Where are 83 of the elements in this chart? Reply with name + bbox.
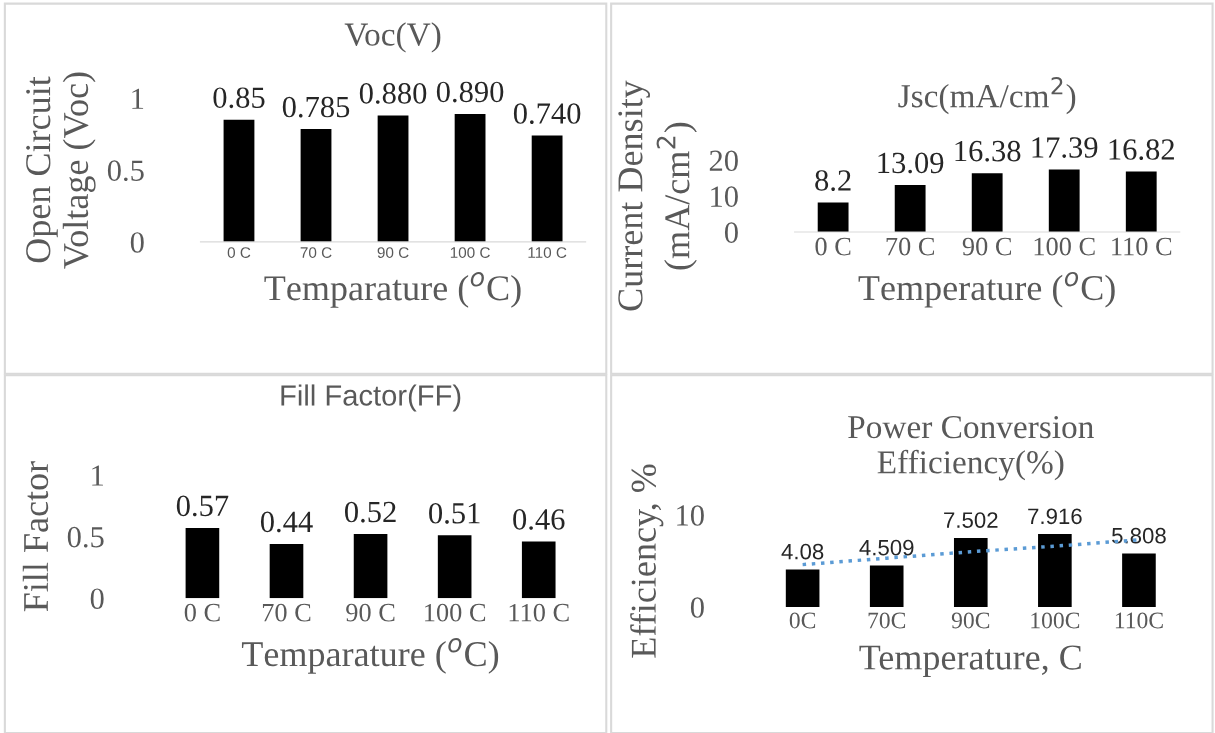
x-tick-label: 110 C <box>509 603 569 622</box>
x-tick-label: 110 C <box>1112 237 1172 256</box>
data-label: 0.44 <box>260 511 313 533</box>
data-label: 16.82 <box>1109 139 1174 160</box>
bar <box>269 543 304 599</box>
x-tick-label: 100 C <box>1034 237 1095 256</box>
bar <box>869 565 904 607</box>
x-axis-title: Temparature ($^{o}$C) <box>241 638 499 674</box>
bar <box>437 535 472 599</box>
x-tick-label: 100 C <box>450 247 490 258</box>
y-axis-title: Current Density (mA/cm$^{2}$) <box>618 80 697 311</box>
x-tick-label: 0 C <box>184 603 220 622</box>
x-tick-label: 0 C <box>815 237 851 256</box>
bar <box>185 527 220 599</box>
x-axis-title: Temperature ($^{o}$C) <box>858 271 1115 308</box>
y-tick-label: 0 <box>90 588 104 610</box>
x-tick-label: 0 C <box>227 247 251 258</box>
y-tick-label: 10 <box>677 505 704 526</box>
data-label: 0.740 <box>513 103 581 124</box>
x-tick-label: 110C <box>1115 612 1163 629</box>
y-tick-label: 0 <box>690 597 704 618</box>
data-label: 0.890 <box>436 81 504 103</box>
bar <box>894 184 926 232</box>
data-label: 0.785 <box>282 96 350 118</box>
bar <box>300 129 332 242</box>
data-label: 4.08 <box>781 543 824 560</box>
y-axis-title: Efficiency, % <box>630 464 664 658</box>
data-label: 7.502 <box>944 512 998 528</box>
bar <box>1048 169 1080 232</box>
y-tick-label: 1 <box>92 465 103 486</box>
y-tick-label: 0 <box>130 232 144 253</box>
data-label: 4.509 <box>859 539 914 556</box>
x-tick-label: 110 C <box>528 247 567 258</box>
data-label: 7.916 <box>1028 508 1082 525</box>
bar <box>953 537 988 607</box>
x-axis-title: Temparature ($^{o}$C) <box>264 272 521 308</box>
chart-title: Power Conversion Efficiency(%) <box>848 415 1094 481</box>
x-tick-label: 90 C <box>962 237 1012 256</box>
data-label: 0.57 <box>176 495 229 517</box>
x-tick-label: 70 C <box>886 237 934 256</box>
y-tick-label: 0.5 <box>107 160 144 182</box>
x-tick-label: 90 C <box>377 247 409 258</box>
bar <box>223 119 255 242</box>
y-tick-label: 20 <box>709 150 738 172</box>
data-label: 17.39 <box>1032 137 1098 158</box>
bar <box>785 569 820 607</box>
data-label: 0.880 <box>359 83 427 104</box>
bar <box>353 534 388 599</box>
data-label: 0.85 <box>213 87 265 109</box>
data-label: 8.2 <box>815 170 851 191</box>
data-label: 0.52 <box>345 501 396 523</box>
y-tick-label: 10 <box>711 186 738 207</box>
bar <box>531 135 563 242</box>
y-tick-label: 1 <box>132 88 144 109</box>
bar <box>454 114 486 242</box>
x-tick-label: 70 C <box>262 603 311 622</box>
x-axis-title: Temperature, C <box>859 645 1081 678</box>
x-tick-label: 90 C <box>346 603 395 622</box>
bar <box>971 173 1003 232</box>
bar <box>377 115 409 242</box>
bar <box>1125 171 1157 232</box>
chart-title: Jsc(mA/cm$^{2}$) <box>898 77 1076 115</box>
x-tick-label: 0C <box>789 612 816 629</box>
data-label: 0.51 <box>429 502 480 524</box>
y-axis-title: Open Circuit Voltage (Voc) <box>26 72 96 269</box>
x-tick-label: 100 C <box>425 603 486 622</box>
chart-title: Fill Factor(FF) <box>281 384 461 412</box>
data-label: 0.46 <box>513 509 565 530</box>
data-label: 13.09 <box>878 152 944 174</box>
x-tick-label: 90C <box>951 612 990 629</box>
bar <box>1122 553 1156 607</box>
chart-title: Voc(V) <box>344 22 441 53</box>
x-tick-label: 70C <box>868 612 906 629</box>
bar <box>1038 534 1072 607</box>
x-tick-label: 70 C <box>300 247 332 258</box>
x-tick-label: 100C <box>1031 612 1080 629</box>
y-tick-label: 0 <box>724 222 738 243</box>
y-tick-label: 0.5 <box>67 526 104 548</box>
bar <box>817 202 849 232</box>
bar <box>521 541 556 599</box>
data-label: 16.38 <box>955 140 1021 162</box>
data-label: 5.808 <box>1112 527 1166 544</box>
y-axis-title: Fill Factor <box>22 461 49 612</box>
